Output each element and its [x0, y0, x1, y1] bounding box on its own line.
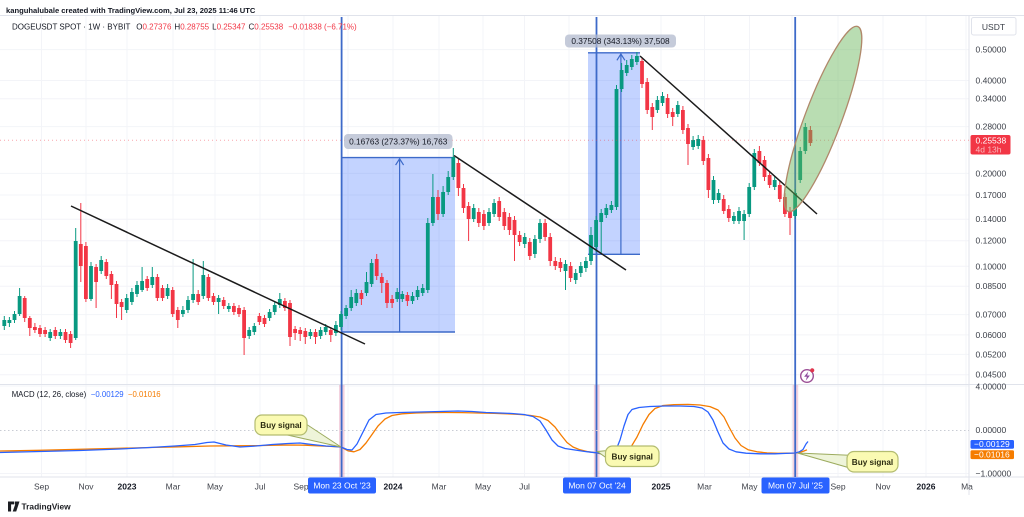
svg-text:MACD (12, 26, close): MACD (12, 26, close): [12, 390, 87, 399]
svg-text:Sep: Sep: [293, 482, 308, 492]
svg-text:Sep: Sep: [34, 482, 49, 492]
svg-text:0.28000: 0.28000: [976, 122, 1007, 132]
svg-text:0.10000: 0.10000: [976, 261, 1007, 271]
svg-text:kanguhalubale created with Tra: kanguhalubale created with TradingView.c…: [6, 6, 256, 15]
svg-text:Mon 07 Oct '24: Mon 07 Oct '24: [568, 480, 626, 490]
svg-text:Sep: Sep: [830, 482, 845, 492]
svg-text:Mar: Mar: [697, 482, 712, 492]
svg-text:May: May: [207, 482, 224, 492]
svg-text:0.05200: 0.05200: [976, 349, 1007, 359]
svg-text:Nov: Nov: [875, 482, 891, 492]
svg-text:Jul: Jul: [519, 482, 530, 492]
svg-text:−0.01016: −0.01016: [128, 390, 161, 399]
svg-text:2023: 2023: [118, 482, 137, 492]
svg-text:Mon 07 Jul '25: Mon 07 Jul '25: [768, 480, 823, 490]
svg-text:Nov: Nov: [78, 482, 94, 492]
svg-text:2024: 2024: [384, 482, 403, 492]
svg-text:USDT: USDT: [982, 22, 1005, 32]
svg-text:0.08500: 0.08500: [976, 281, 1007, 291]
svg-text:−0.01016: −0.01016: [974, 449, 1010, 459]
svg-text:4.00000: 4.00000: [976, 382, 1007, 392]
svg-text:0.17000: 0.17000: [976, 190, 1007, 200]
svg-text:TradingView: TradingView: [22, 501, 72, 511]
svg-text:0.00000: 0.00000: [976, 425, 1007, 435]
svg-text:Jul: Jul: [255, 482, 266, 492]
svg-text:Mar: Mar: [432, 482, 447, 492]
svg-text:0.07000: 0.07000: [976, 310, 1007, 320]
svg-text:May: May: [741, 482, 758, 492]
svg-text:Buy signal: Buy signal: [260, 421, 301, 430]
svg-text:Ma: Ma: [961, 482, 973, 492]
svg-text:0.06000: 0.06000: [976, 330, 1007, 340]
svg-text:0.37508 (343.13%) 37,508: 0.37508 (343.13%) 37,508: [571, 36, 670, 46]
svg-text:4d 13h: 4d 13h: [976, 145, 1002, 155]
svg-text:0.20000: 0.20000: [976, 168, 1007, 178]
svg-text:2025: 2025: [652, 482, 671, 492]
svg-text:0.16763 (273.37%) 16,763: 0.16763 (273.37%) 16,763: [349, 137, 448, 147]
svg-text:0.25538: 0.25538: [976, 136, 1007, 146]
svg-text:Mar: Mar: [166, 482, 181, 492]
svg-text:0.14000: 0.14000: [976, 214, 1007, 224]
svg-text:−0.00129: −0.00129: [974, 439, 1010, 449]
svg-text:0.12000: 0.12000: [976, 236, 1007, 246]
svg-text:0.50000: 0.50000: [976, 45, 1007, 55]
svg-text:May: May: [475, 482, 492, 492]
svg-text:2026: 2026: [917, 482, 936, 492]
svg-text:−1.00000: −1.00000: [976, 469, 1012, 479]
svg-text:0.40000: 0.40000: [976, 76, 1007, 86]
svg-text:Buy signal: Buy signal: [852, 458, 893, 467]
svg-text:Buy signal: Buy signal: [612, 452, 653, 461]
svg-text:0.04500: 0.04500: [976, 370, 1007, 380]
svg-text:0.34000: 0.34000: [976, 94, 1007, 104]
svg-text:Mon 23 Oct '23: Mon 23 Oct '23: [313, 480, 371, 490]
svg-text:−0.00129: −0.00129: [91, 390, 124, 399]
